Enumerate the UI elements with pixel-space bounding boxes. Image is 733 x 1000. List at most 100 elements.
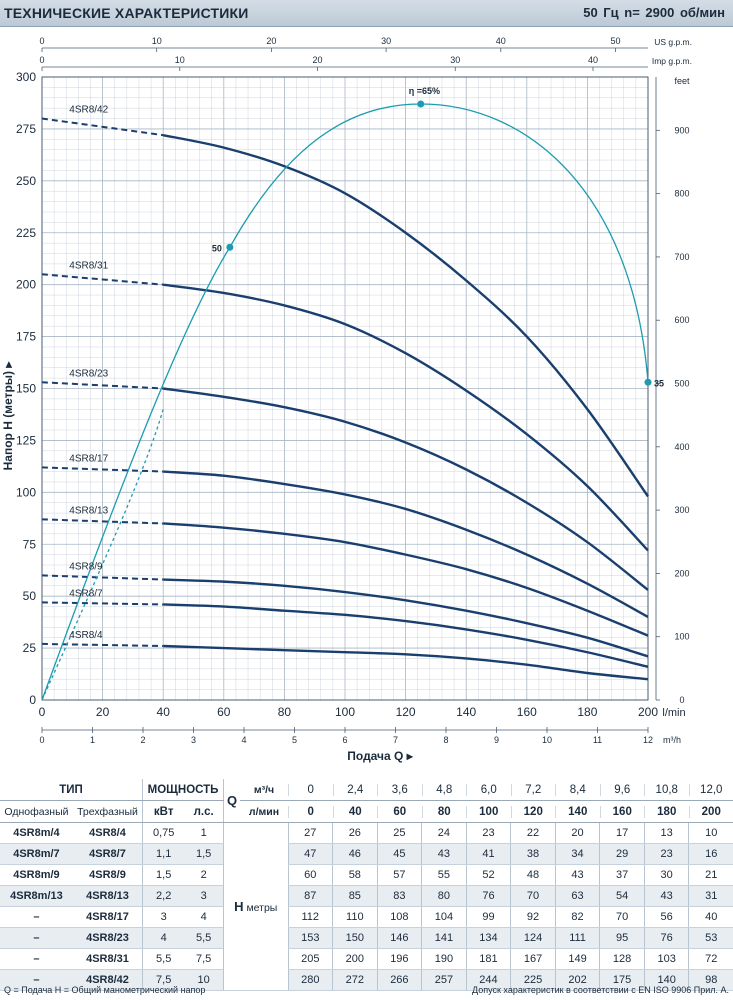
m3h-tick-label: 12 [643,735,653,745]
series-label: 4SR8/23 [69,368,108,379]
efficiency-point-label: 50 [212,243,222,253]
head-value: 31 [688,885,733,907]
head-value: 95 [599,927,645,949]
y-tick-label: 275 [16,122,36,136]
head-value: 43 [643,885,689,907]
power-hp: 7,5 [184,948,224,970]
head-value: 13 [643,822,689,844]
usgpm-tick-label: 50 [610,36,620,46]
usgpm-tick-label: 0 [39,36,44,46]
head-value: 57 [376,864,422,886]
x-tick-label: 160 [517,705,537,719]
model-three: 4SR8/7 [72,843,143,865]
q-value: 0 [288,805,333,818]
model-three: 4SR8/13 [72,885,143,907]
head-value: 112 [287,906,333,928]
head-value: 190 [421,948,467,970]
x-tick-label: 200 [638,705,658,719]
head-value: 72 [688,948,733,970]
model-three: 4SR8/9 [72,864,143,886]
col-single: Однофазный [0,800,73,823]
y-tick-label: 300 [16,70,36,84]
y-tick-label: 200 [16,278,36,292]
curve-dashed-4SR8/7 [41,601,164,606]
m3h-tick-label: 3 [191,735,196,745]
power-kw: 2,2 [142,885,185,907]
head-value: 149 [554,948,600,970]
head-value: 40 [688,906,733,928]
head-value: 37 [599,864,645,886]
head-value: 16 [688,843,733,865]
speed-label: 50 Гц n= 2900 об/мин [583,5,725,20]
head-value: 34 [554,843,600,865]
m3h-tick-label: 11 [593,735,602,745]
head-value: 53 [688,927,733,949]
feet-tick-label: 600 [674,315,689,325]
head-value: 280 [287,969,333,991]
head-value: 87 [287,885,333,907]
chart-curves [41,117,649,681]
power-kw: 5,5 [142,948,185,970]
m3h-tick-label: 4 [241,735,246,745]
q-value: 80 [421,805,467,818]
head-value: 82 [554,906,600,928]
head-value: 99 [465,906,511,928]
power-hp: 4 [184,906,224,928]
feet-tick-label: 200 [674,568,689,578]
head-value: 52 [465,864,511,886]
h-letter: H [234,899,244,914]
series-label: 4SR8/31 [69,260,108,271]
head-value: 46 [332,843,378,865]
head-value: 54 [599,885,645,907]
power-kw: 1,5 [142,864,185,886]
head-value: 200 [332,948,378,970]
head-value: 41 [465,843,511,865]
curve-4SR8/31 [163,283,649,552]
head-value: 92 [510,906,556,928]
head-value: 30 [643,864,689,886]
head-value: 21 [688,864,733,886]
curve-dashed-4SR8/31 [41,273,164,286]
table-row: 4SR8m/9 4SR8/9 1,5 2 60 58 57 55 52 48 43 37 30 21 [0,864,733,886]
m3h-tick-label: 8 [443,735,448,745]
power-kw: 7,5 [142,969,185,991]
head-value: 10 [688,822,733,844]
m3h-tick-label: 6 [342,735,347,745]
y-axis-title: Напор H (метры) ▸ [1,361,15,471]
model-single: 4SR8m/9 [0,864,73,886]
q-value: 9,6 [599,783,645,796]
x-tick-label: 100 [335,705,355,719]
q-value: 10,8 [644,783,689,796]
head-value: 205 [287,948,333,970]
h-unit: метры [243,902,278,914]
x-tick-label: 40 [157,705,171,719]
curve-dashed-4SR8/9 [41,574,164,581]
y-tick-label: 50 [23,589,37,603]
model-three: 4SR8/4 [72,822,143,844]
head-value: 257 [421,969,467,991]
series-label: 4SR8/4 [69,630,103,641]
model-single: – [0,927,73,949]
performance-table: ТИП МОЩНОСТЬ Q м³/ч 0 2,4 3,6 4,8 6,0 7,2 8,4 9… [0,779,733,991]
head-value: 196 [376,948,422,970]
q-value: 60 [377,805,422,818]
table-row: –4SR8/42 7,5 10 280 272 266 257 244 225 202 175 140… [0,969,733,991]
head-value: 47 [287,843,333,865]
curve-4SR8/23 [163,387,649,591]
unit-lmin: л/мин [240,800,288,823]
power-kw: 0,75 [142,822,185,844]
head-value: 153 [287,927,333,949]
table-row: 4SR8m/13 4SR8/13 2,2 3 87 85 83 80 76 70 63 54 43 31 [0,885,733,907]
q-value: 2,4 [332,783,378,796]
q-value: 6,0 [466,783,511,796]
q-letter: Q [223,779,240,823]
feet-tick-label: 100 [674,632,689,642]
curve-dashed-4SR8/23 [41,381,164,390]
efficiency-point-label: 35 [654,378,664,388]
power-kw: 3 [142,906,185,928]
table-row: 4SR8m/4 4SR8/4 0,75 1 H метры 27 26 25 24 23 22 20 1… [0,822,733,991]
x-axis-title: Подача Q ▸ [347,749,413,763]
q-value: 140 [555,805,600,818]
col-hp: л.с. [184,800,224,823]
